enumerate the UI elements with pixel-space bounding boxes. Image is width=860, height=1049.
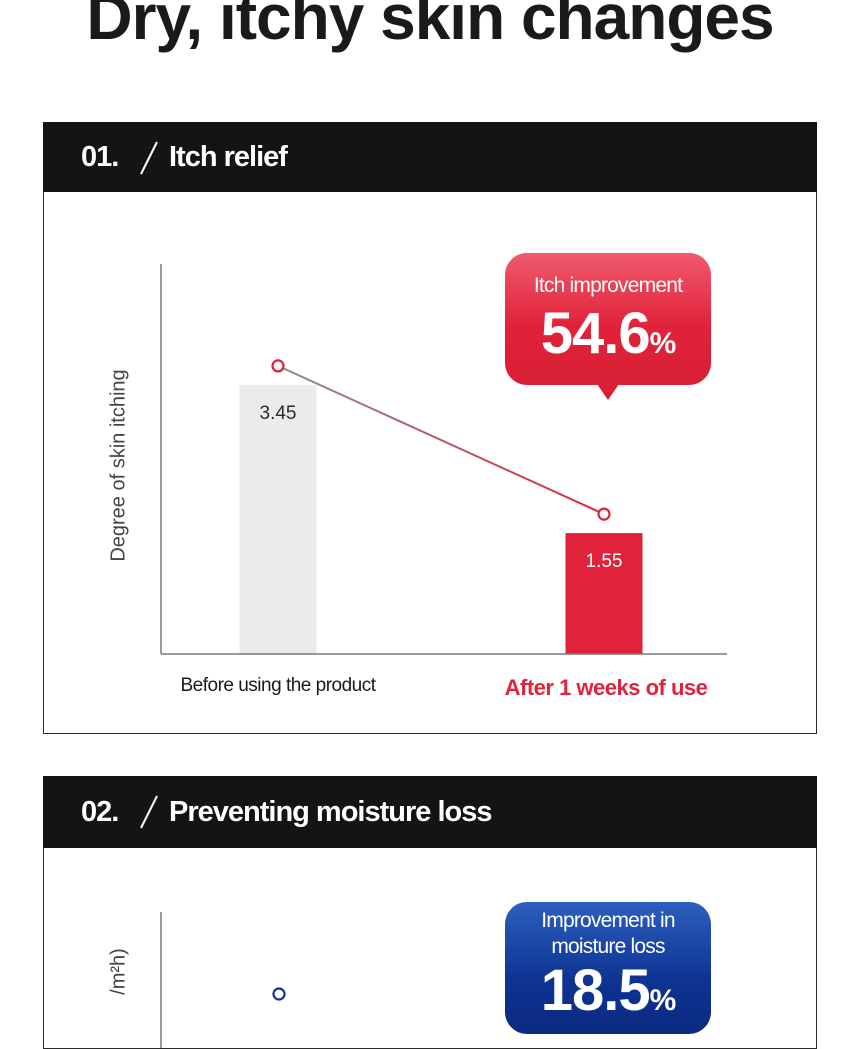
callout-label: Improvement in moisture loss [541, 909, 675, 958]
x-category-after: After 1 weeks of use [504, 675, 708, 700]
slash-divider-icon [140, 795, 158, 829]
y-axis-label: /m²h) [107, 948, 130, 995]
y-axis-label: Degree of skin itching [107, 369, 130, 562]
data-point-after [597, 507, 611, 521]
chart-panel: Degree of skin itching 3.45 1.55 Before … [43, 192, 817, 734]
section-header: 02. Preventing moisture loss [43, 776, 817, 848]
improvement-callout: Improvement in moisture loss 18.5% [505, 902, 711, 1034]
data-point-before [271, 359, 285, 373]
page-title: Dry, itchy skin changes [86, 0, 774, 53]
section-moisture-loss: 02. Preventing moisture loss /m²h) Impro… [43, 776, 817, 1049]
value-label-before: 3.45 [259, 402, 297, 424]
slash-divider-icon [140, 141, 158, 175]
callout-pointer [597, 384, 619, 400]
improvement-callout: Itch improvement 54.6% [505, 253, 711, 400]
section-header: 01. Itch relief [43, 122, 817, 192]
x-category-before: Before using the product [180, 675, 376, 696]
bar-before [239, 384, 317, 654]
section-title: Itch relief [169, 141, 288, 173]
callout-value: 18.5% [540, 958, 677, 1023]
value-label-after: 1.55 [585, 551, 623, 573]
section-itch-relief: 01. Itch relief Degree of skin itching 3… [43, 122, 817, 734]
trend-line [277, 364, 605, 516]
itch-chart [160, 264, 727, 655]
section-number: 02. [81, 796, 119, 828]
data-point-marker [272, 987, 286, 1001]
chart-panel: /m²h) Improvement in moisture loss 18.5% [43, 848, 817, 1049]
callout-value: 54.6% [540, 301, 677, 366]
section-title: Preventing moisture loss [169, 796, 492, 828]
section-number: 01. [81, 141, 119, 173]
bar-after [565, 533, 643, 654]
callout-label: Itch improvement [533, 274, 683, 297]
